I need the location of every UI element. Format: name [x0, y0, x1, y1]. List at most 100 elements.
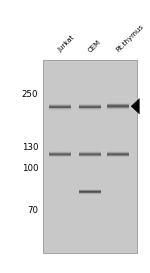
Bar	[79, 152, 101, 153]
Bar	[108, 99, 129, 100]
Bar	[49, 158, 71, 159]
Bar	[108, 152, 129, 153]
Bar	[49, 106, 71, 107]
Bar	[79, 187, 101, 188]
Bar	[79, 154, 101, 155]
Bar	[49, 113, 71, 114]
Bar	[108, 108, 129, 109]
Bar	[79, 195, 101, 196]
Bar	[79, 187, 101, 188]
Bar	[49, 152, 71, 153]
Bar	[79, 189, 101, 190]
Bar	[79, 112, 101, 113]
Bar	[108, 156, 129, 157]
Bar	[49, 101, 71, 102]
Bar	[79, 101, 101, 102]
Bar	[108, 107, 129, 108]
Bar	[49, 153, 71, 154]
Bar	[108, 158, 129, 159]
Bar	[49, 102, 71, 103]
Bar	[108, 99, 129, 100]
Bar	[108, 150, 129, 151]
Bar	[49, 105, 71, 106]
Bar	[79, 193, 101, 194]
Bar	[79, 196, 101, 197]
Bar	[49, 159, 71, 160]
Bar	[49, 108, 71, 109]
Bar	[43, 60, 137, 253]
Bar	[49, 107, 71, 108]
Bar	[79, 191, 101, 192]
Bar	[49, 103, 71, 104]
Bar	[49, 110, 71, 111]
Text: 250: 250	[22, 90, 38, 99]
Text: Jurkat: Jurkat	[57, 35, 76, 53]
Bar	[108, 105, 129, 106]
Bar	[79, 159, 101, 160]
Bar	[79, 108, 101, 109]
Bar	[79, 108, 101, 109]
Bar	[79, 194, 101, 195]
Bar	[79, 151, 101, 152]
Bar	[79, 107, 101, 108]
Bar	[108, 100, 129, 101]
Bar	[49, 110, 71, 111]
Bar	[79, 155, 101, 156]
Bar	[79, 153, 101, 154]
Bar	[79, 103, 101, 104]
Bar	[79, 196, 101, 197]
Bar	[79, 111, 101, 112]
Bar	[79, 188, 101, 189]
Bar	[49, 108, 71, 109]
Bar	[49, 158, 71, 159]
Bar	[49, 102, 71, 103]
Bar	[49, 109, 71, 110]
Bar	[79, 194, 101, 195]
Bar	[108, 151, 129, 152]
Bar	[49, 155, 71, 156]
Bar	[108, 153, 129, 154]
Bar	[79, 150, 101, 151]
Bar	[79, 155, 101, 156]
Bar	[79, 191, 101, 192]
Polygon shape	[131, 99, 139, 114]
Bar	[108, 158, 129, 159]
Bar	[108, 107, 129, 108]
Bar	[108, 103, 129, 104]
Bar	[79, 189, 101, 190]
Bar	[79, 103, 101, 104]
Bar	[108, 150, 129, 151]
Bar	[108, 155, 129, 156]
Bar	[49, 150, 71, 151]
Bar	[108, 106, 129, 107]
Bar	[108, 152, 129, 153]
Bar	[49, 156, 71, 157]
Bar	[49, 153, 71, 154]
Bar	[79, 102, 101, 103]
Bar	[79, 109, 101, 110]
Bar	[108, 102, 129, 103]
Bar	[49, 156, 71, 157]
Bar	[108, 104, 129, 105]
Bar	[79, 157, 101, 158]
Bar	[79, 158, 101, 159]
Bar	[49, 107, 71, 108]
Text: 100: 100	[22, 164, 38, 173]
Bar	[49, 148, 71, 149]
Bar	[79, 151, 101, 152]
Bar	[108, 109, 129, 110]
Bar	[79, 105, 101, 106]
Bar	[79, 188, 101, 189]
Bar	[79, 193, 101, 194]
Bar	[79, 192, 101, 193]
Bar	[49, 111, 71, 112]
Bar	[108, 157, 129, 158]
Bar	[79, 152, 101, 153]
Bar	[79, 107, 101, 108]
Bar	[49, 154, 71, 155]
Bar	[108, 153, 129, 154]
Bar	[49, 109, 71, 110]
Bar	[79, 190, 101, 191]
Bar	[79, 104, 101, 105]
Bar	[49, 111, 71, 112]
